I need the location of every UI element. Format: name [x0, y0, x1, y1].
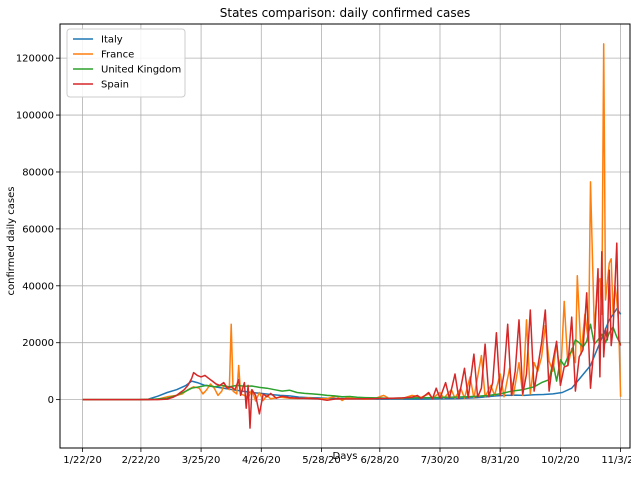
series-layer [82, 43, 622, 429]
legend-entry: United Kingdom [101, 65, 181, 76]
y-tick-label: 60000 [22, 224, 54, 235]
x-tick-label: 2/22/20 [122, 455, 161, 466]
y-axis: 0 20000 40000 60000 80000 100000 120000 [16, 54, 60, 406]
x-tick-label: 6/28/20 [361, 455, 400, 466]
y-tick-label: 100000 [16, 111, 54, 122]
legend-entry: France [101, 50, 134, 61]
series-line-france [82, 43, 622, 402]
legend: Italy France United Kingdom Spain [66, 28, 186, 98]
chart-title: States comparison: daily confirmed cases [220, 6, 470, 20]
y-tick-label: 120000 [16, 54, 54, 65]
x-tick-label: 10/2/20 [541, 455, 580, 466]
y-axis-title: confirmed daily cases [6, 187, 17, 296]
legend-entry: Spain [101, 80, 129, 91]
y-tick-label: 40000 [22, 281, 54, 292]
legend-entry: Italy [101, 35, 123, 46]
x-tick-label: 8/31/20 [481, 455, 520, 466]
y-tick-label: 80000 [22, 167, 54, 178]
x-tick-label: 1/22/20 [63, 455, 102, 466]
legend-box [66, 28, 186, 98]
x-tick-label: 3/25/20 [182, 455, 221, 466]
x-tick-label: 11/3/20 [601, 455, 631, 466]
x-axis: 1/22/20 2/22/20 3/25/20 4/26/20 5/28/20 6/28/… [63, 448, 631, 466]
series-line-spain [82, 242, 622, 429]
x-tick-label: 5/28/20 [302, 455, 341, 466]
x-axis-title: Days [333, 451, 358, 462]
x-tick-label: 4/26/20 [242, 455, 281, 466]
y-tick-label: 0 [48, 395, 54, 406]
y-tick-label: 20000 [22, 338, 54, 349]
plot-frame [59, 23, 631, 449]
x-tick-label: 7/30/20 [421, 455, 460, 466]
